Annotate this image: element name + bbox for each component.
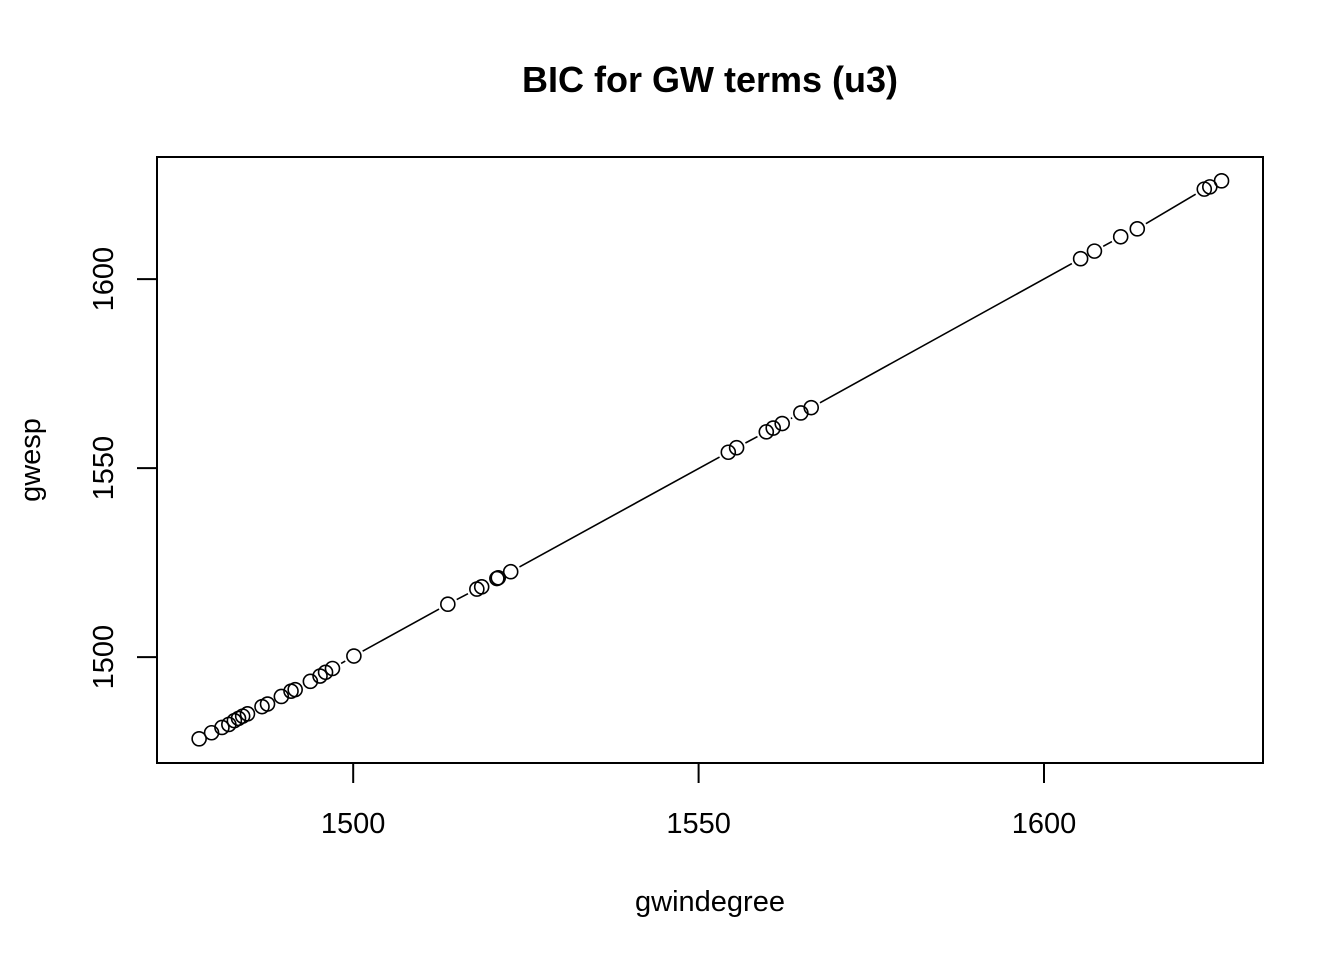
data-point [1072,250,1089,267]
connector-segment [340,660,346,665]
x-tick-label: 1600 [1012,808,1077,840]
data-point [239,706,256,722]
data-point [1213,173,1230,189]
connector-segment [1145,193,1197,225]
x-axis: 1500 1550 1600 [321,763,1076,840]
data-point [214,719,230,736]
data-point [191,731,207,747]
chart-title: BIC for GW terms (u3) [522,59,898,100]
y-axis: 1500 1550 1600 [88,247,157,690]
connector-segment [456,593,469,601]
connector-segment [819,262,1073,404]
connector-segment [790,417,793,420]
data-point [302,673,319,690]
data-point [765,420,782,436]
data-points-layer [191,173,1230,747]
x-tick-label: 1500 [321,808,386,840]
data-point [720,444,737,461]
connector-segment [519,456,720,568]
data-point [774,415,790,432]
data-point [1086,243,1103,259]
data-point [346,648,362,664]
data-point [803,399,820,416]
x-axis-label: gwindegree [635,886,785,918]
data-point [502,563,519,580]
data-point [259,696,276,712]
y-tick-label: 1550 [88,436,120,501]
connector-segment [1102,240,1113,248]
data-point [440,596,456,613]
data-point [1112,228,1129,245]
connecting-line-layer [340,193,1197,665]
data-point [490,569,507,586]
plot-frame [156,156,1264,764]
data-point [287,681,303,698]
data-point [1129,221,1146,237]
y-tick-label: 1500 [88,625,120,690]
connector-segment [362,608,440,652]
x-tick-label: 1550 [666,808,731,840]
data-point [728,439,745,456]
y-tick-label: 1600 [88,247,120,312]
data-point [273,688,290,705]
y-axis-label: gwesp [15,418,47,502]
data-point [324,660,341,677]
connector-segment [745,435,758,444]
data-point [473,579,490,595]
